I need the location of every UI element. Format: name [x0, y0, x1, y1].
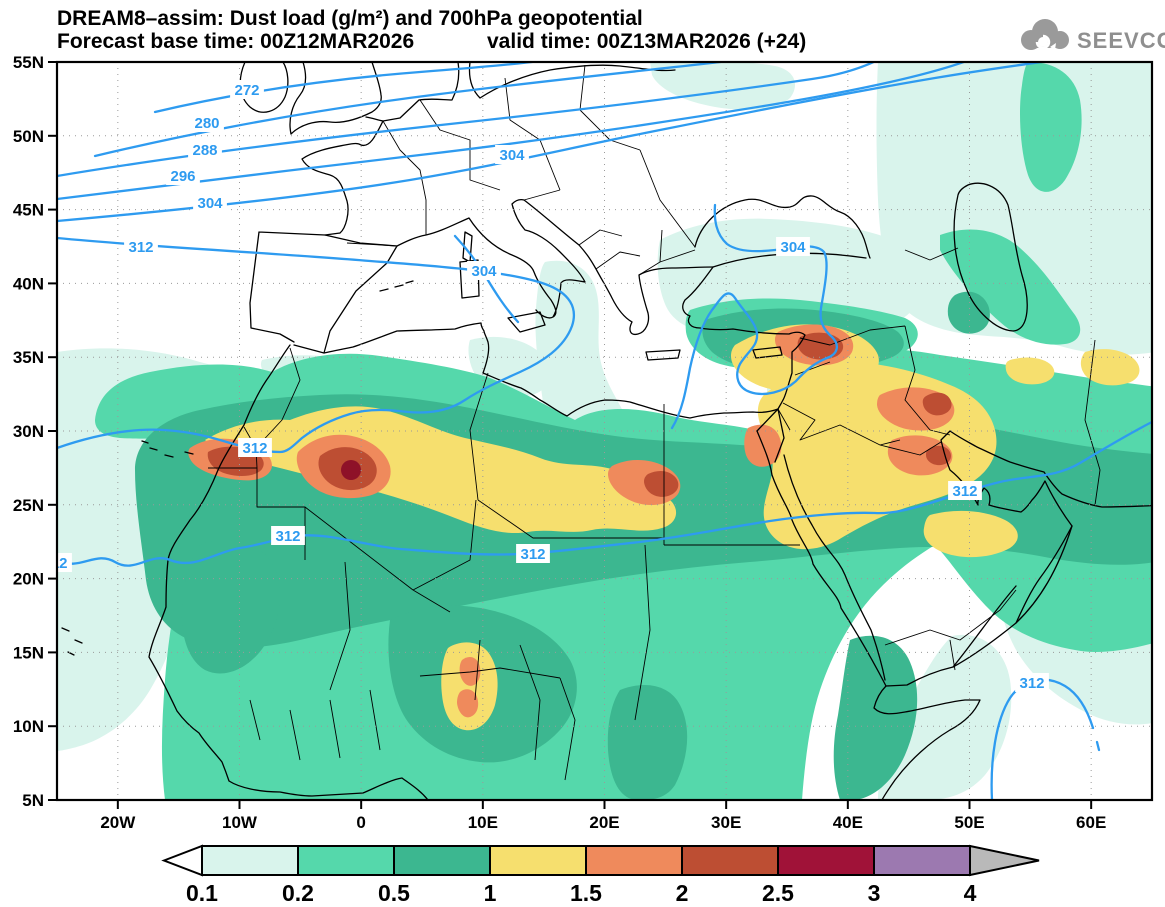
dust-load-colorbar: 0.1 0.2 0.5 1 1.5 2 2.5 3 4: [161, 844, 1040, 906]
cloud-icon: [1021, 19, 1069, 50]
geopotential-label: 272: [234, 82, 259, 99]
geopotential-label: 280: [194, 115, 219, 132]
lat-tick-label: 5N: [22, 791, 44, 810]
lat-tick-label: 10N: [13, 717, 44, 736]
logo-text: SEEVCCC: [1077, 28, 1165, 53]
lon-tick-label: 10W: [222, 813, 258, 832]
lon-tick-label: 40E: [833, 813, 863, 832]
lat-tick-label: 25N: [13, 496, 44, 515]
geopotential-label: 304: [197, 195, 223, 212]
lon-tick-label: 20W: [100, 813, 136, 832]
colorbar-above-arrow: [969, 844, 1040, 877]
colorbar-tick-label: 0.5: [378, 880, 410, 906]
lon-tick-label: 10E: [468, 813, 498, 832]
geopotential-label: 312: [128, 239, 153, 256]
geopotential-label: 312: [1019, 675, 1044, 692]
lat-tick-label: 55N: [13, 53, 44, 72]
geopotential-contour-labels: 2722802882963043043043043123123123123123…: [42, 80, 1049, 692]
colorbar-tick-label: 0.1: [186, 880, 218, 906]
colorbar-bin: [777, 845, 875, 876]
colorbar-bin: [393, 845, 491, 876]
dust-max-iraq: [922, 392, 952, 416]
dust-peak-algeria: [341, 460, 361, 480]
lon-tick-label: 60E: [1076, 813, 1106, 832]
lon-tick-label: 30E: [711, 813, 741, 832]
lat-tick-label: 40N: [13, 274, 44, 293]
dust-max-turkey: [797, 332, 844, 360]
lat-tick-label: 20N: [13, 570, 44, 589]
geopotential-label: 312: [952, 483, 977, 500]
lat-tick-label: 50N: [13, 127, 44, 146]
chart-title: DREAM8–assim: Dust load (g/m²) and 700hP…: [57, 7, 643, 30]
colorbar-bin: [201, 845, 299, 876]
colorbar-tick-label: 3: [868, 880, 881, 906]
lat-tick-label: 45N: [13, 201, 44, 220]
geopotential-label: 312: [275, 528, 300, 545]
geopotential-label: 312: [520, 546, 545, 563]
country-borders: [208, 64, 1101, 781]
colorbar-bin: [489, 845, 587, 876]
geopotential-label: 304: [471, 263, 497, 280]
colorbar-tick-label: 1: [484, 880, 497, 906]
colorbar-tick-label: 0.2: [282, 880, 314, 906]
colorbar-bin: [297, 845, 395, 876]
colorbar-bin: [681, 845, 779, 876]
colorbar-below-arrow: [161, 844, 203, 877]
lat-tick-label: 30N: [13, 422, 44, 441]
colorbar-tick-label: 2.5: [762, 880, 794, 906]
axis-ticks: [48, 61, 1093, 809]
geopotential-label: 304: [499, 147, 525, 164]
forecast-base-time: Forecast base time: 00Z12MAR2026: [57, 30, 414, 53]
geopotential-label: 304: [780, 239, 806, 256]
geopotential-label: 312: [242, 440, 267, 457]
map-frame: [55, 60, 1154, 802]
seevccc-logo: SEEVCCC: [1021, 19, 1165, 53]
colorbar-bin: [585, 845, 683, 876]
axis-labels: 55N 50N 45N 40N 35N 30N 25N 20N 15N 10N 5N 20W 10W 0 1…: [13, 53, 1106, 832]
geopotential-label: 312: [42, 555, 67, 572]
colorbar-bin: [873, 845, 971, 876]
valid-time: valid time: 00Z13MAR2026 (+24): [487, 30, 806, 53]
dust-max-egypt: [644, 470, 679, 497]
colorbar-tick-label: 4: [964, 880, 977, 906]
lat-tick-label: 35N: [13, 348, 44, 367]
colorbar-tick-label: 1.5: [570, 880, 602, 906]
geopotential-label: 296: [170, 168, 195, 185]
colorbar-tick-label: 2: [676, 880, 689, 906]
lat-tick-label: 15N: [13, 643, 44, 662]
lon-tick-label: 50E: [954, 813, 984, 832]
lon-tick-label: 20E: [589, 813, 619, 832]
lon-tick-label: 0: [356, 813, 365, 832]
grid-lines: [57, 62, 1152, 800]
geopotential-label: 288: [192, 142, 217, 159]
